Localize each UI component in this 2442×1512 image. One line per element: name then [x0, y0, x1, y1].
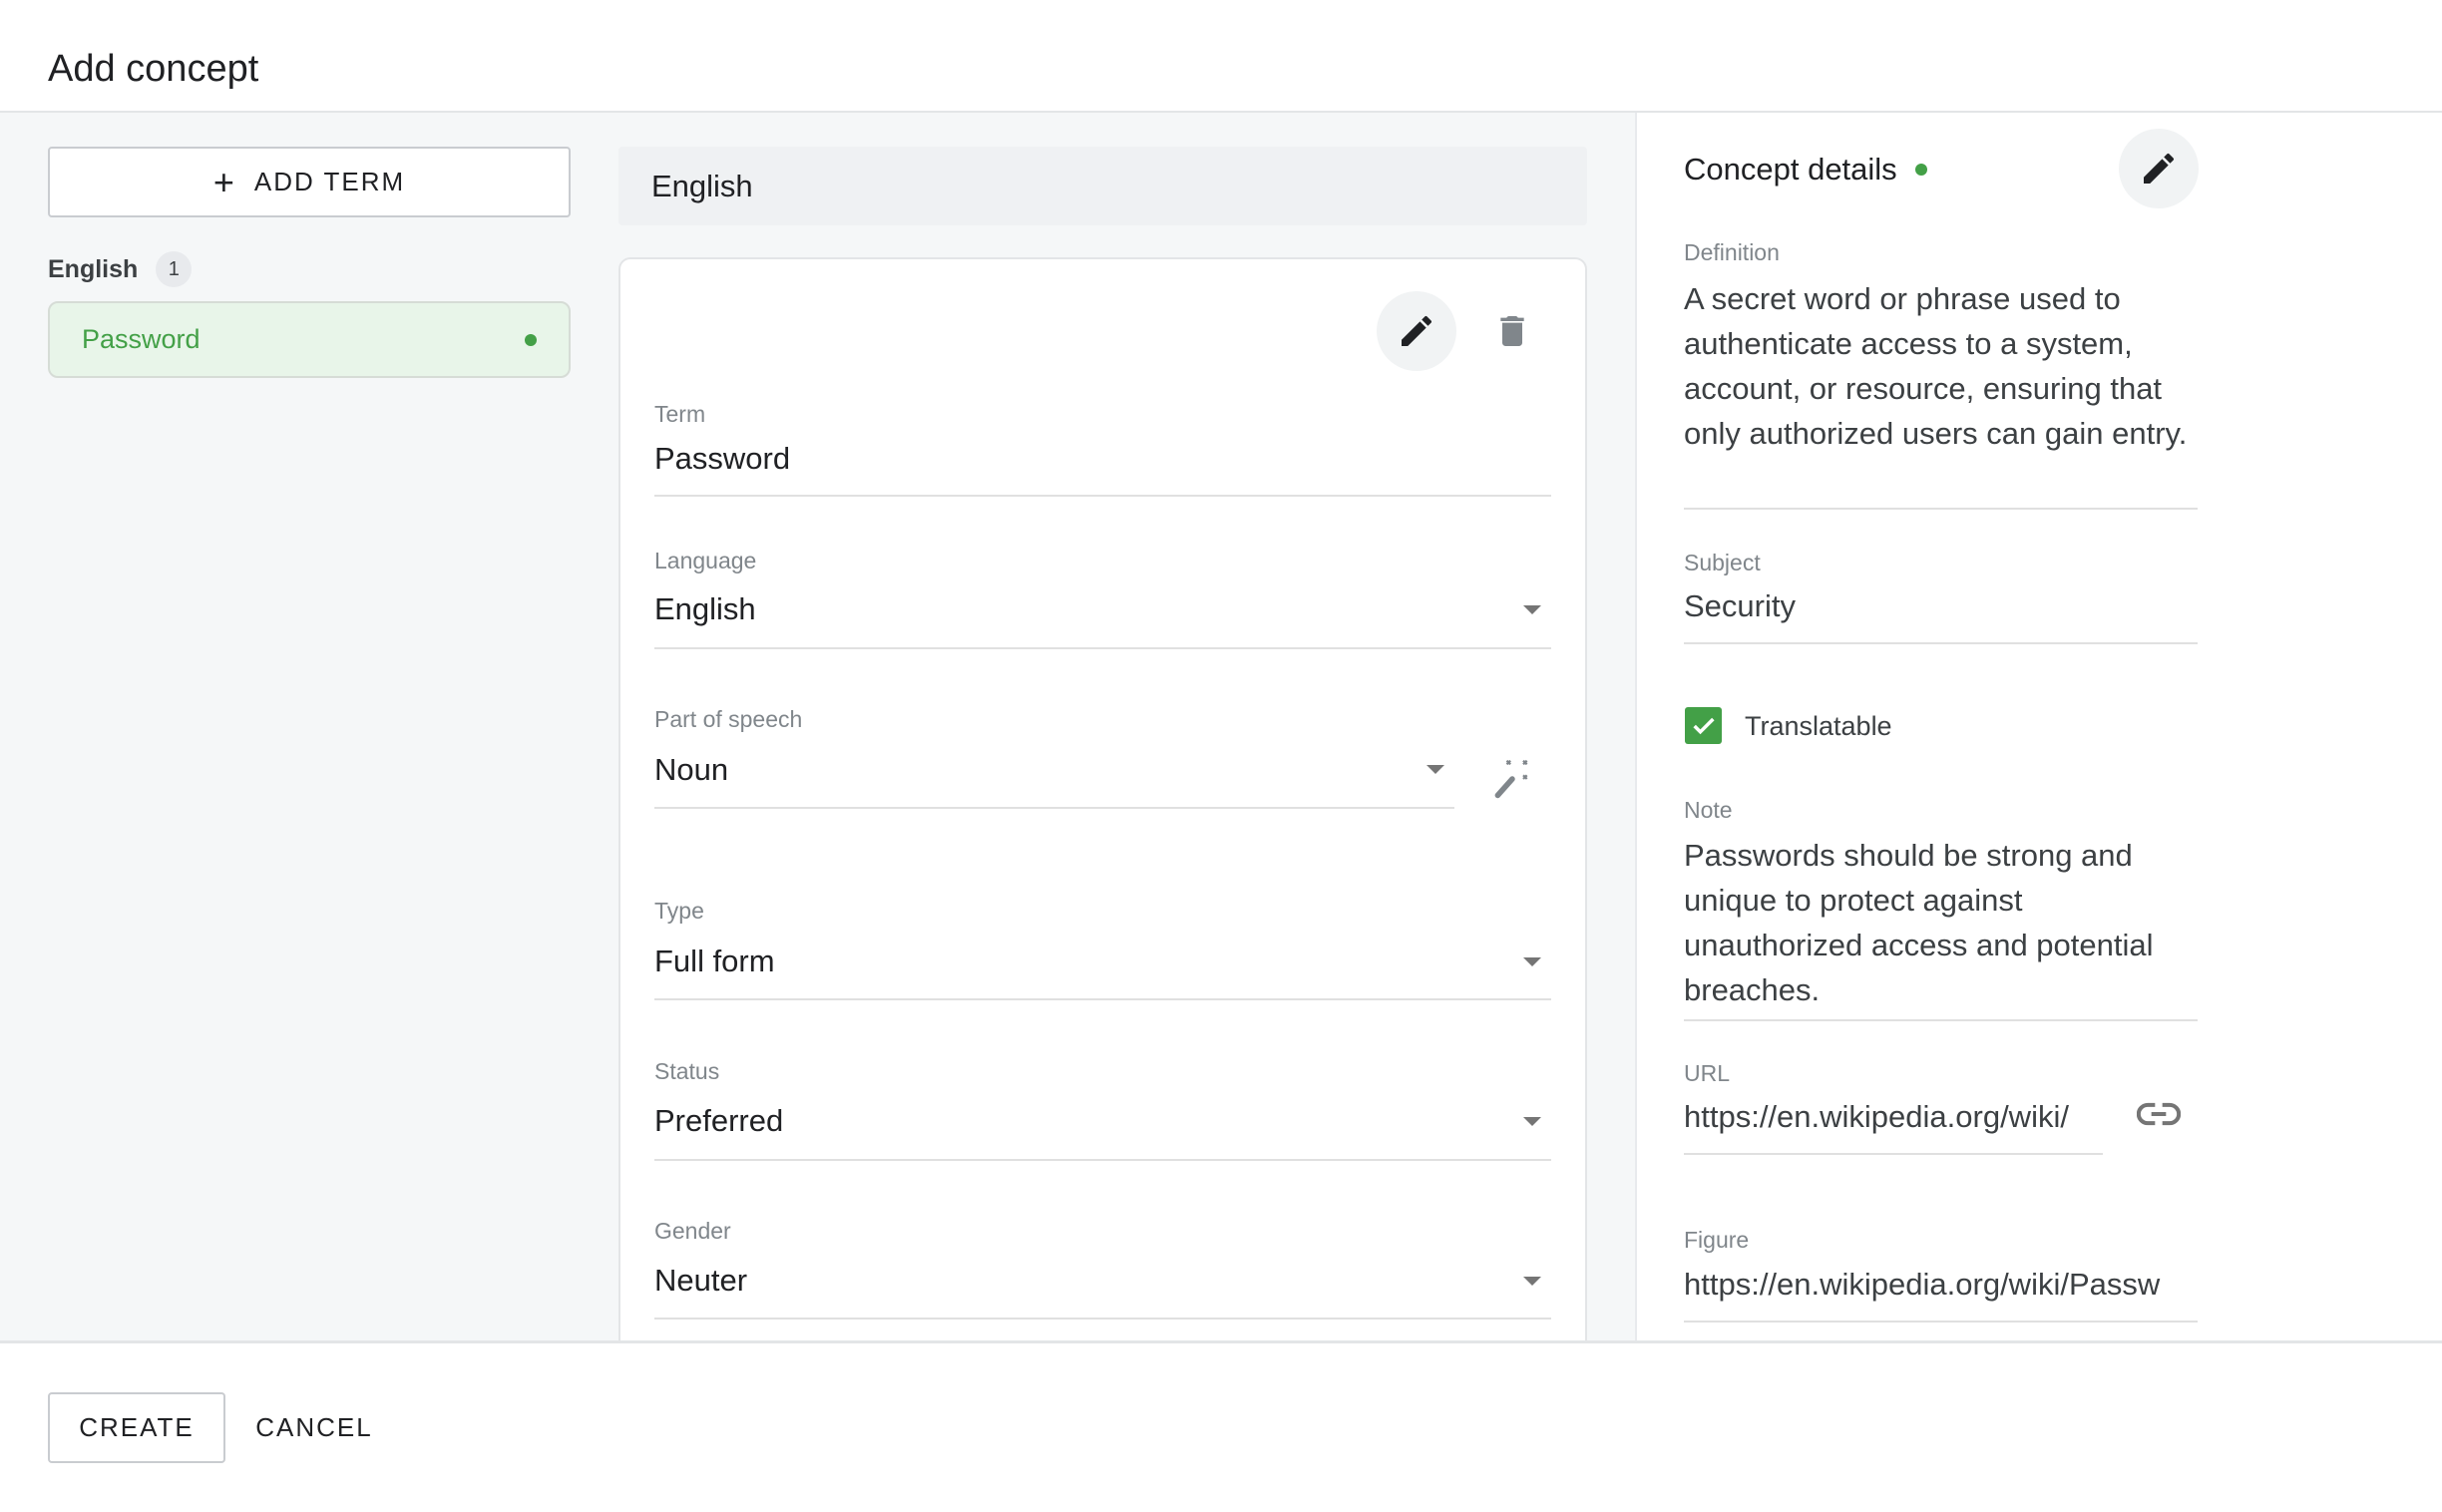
concept-details-title: Concept details [1684, 152, 1897, 187]
definition-label: Definition [1684, 239, 1780, 265]
term-list-item-password[interactable]: Password [48, 301, 571, 378]
magic-wand-icon [1494, 759, 1528, 799]
part-of-speech-label: Part of speech [654, 706, 803, 732]
gender-label: Gender [654, 1218, 731, 1244]
chevron-down-icon[interactable] [1523, 1277, 1541, 1286]
subject-label: Subject [1684, 550, 1761, 575]
definition-text: A secret word or phrase used to authenti… [1684, 281, 2188, 451]
note-text: Passwords should be strong and unique to… [1684, 838, 2154, 1007]
pencil-icon [2144, 153, 2175, 184]
term-count-badge: 1 [156, 251, 193, 287]
language-select[interactable]: English [654, 591, 756, 626]
type-label: Type [654, 898, 704, 924]
status-dot-icon [1914, 164, 1927, 176]
divider [654, 647, 1551, 649]
language-section-title: English [651, 168, 753, 203]
divider [1684, 642, 2198, 644]
term-input[interactable]: Password [654, 441, 791, 476]
gender-select[interactable]: Neuter [654, 1263, 748, 1298]
link-icon [2136, 1102, 2182, 1126]
divider [654, 1318, 1551, 1320]
chevron-down-icon[interactable] [1426, 765, 1444, 774]
edit-concept-button[interactable] [2119, 129, 2199, 208]
part-of-speech-select[interactable]: Noun [654, 752, 729, 787]
chevron-down-icon[interactable] [1523, 605, 1541, 614]
language-group-label: English [48, 254, 139, 283]
term-card [618, 257, 1587, 1354]
edit-term-button[interactable] [1377, 291, 1456, 371]
type-select[interactable]: Full form [654, 944, 775, 978]
figure-label: Figure [1684, 1227, 1750, 1253]
chevron-down-icon[interactable] [1523, 957, 1541, 966]
url-label: URL [1684, 1060, 1731, 1086]
divider [1684, 1321, 2198, 1323]
note-label: Note [1684, 797, 1733, 823]
term-label: Term [654, 401, 706, 427]
plus-icon: + [212, 161, 236, 202]
language-label: Language [654, 548, 757, 573]
divider [654, 495, 1551, 497]
concept-details-header: Concept details [1684, 152, 1927, 188]
status-label: Status [654, 1058, 720, 1084]
status-select[interactable]: Preferred [654, 1103, 784, 1138]
add-term-button[interactable]: + ADD TERM [48, 147, 571, 217]
language-section-header: English [618, 147, 1587, 225]
dialog-title: Add concept [48, 48, 259, 90]
auto-fill-button[interactable] [1490, 756, 1534, 807]
subject-value: Security [1684, 588, 1796, 623]
cancel-button[interactable]: CANCEL [255, 1412, 373, 1442]
language-group-english: English 1 [48, 251, 193, 287]
divider [1684, 508, 2198, 510]
term-list-item-label: Password [82, 324, 201, 354]
delete-term-button[interactable] [1492, 309, 1532, 358]
chevron-down-icon[interactable] [1523, 1117, 1541, 1126]
dialog-header: Add concept [0, 0, 2442, 113]
concept-details-pane [1635, 113, 2442, 1340]
divider [654, 998, 1551, 1000]
status-dot-icon [525, 333, 537, 346]
open-url-button[interactable] [2136, 1097, 2182, 1136]
add-term-label: ADD TERM [253, 167, 406, 196]
figure-value: https://en.wikipedia.org/wiki/Passw [1684, 1267, 2161, 1302]
pencil-icon [1402, 315, 1432, 346]
checkmark-icon [1692, 717, 1715, 734]
translatable-checkbox[interactable] [1685, 707, 1722, 744]
dialog-footer [0, 1340, 2442, 1512]
create-button[interactable]: CREATE [48, 1392, 225, 1463]
trash-icon [1500, 316, 1524, 346]
url-value: https://en.wikipedia.org/wiki/ [1684, 1099, 2069, 1134]
divider [1684, 1019, 2198, 1021]
divider [654, 807, 1454, 809]
translatable-label: Translatable [1745, 711, 1892, 741]
divider [1684, 1153, 2103, 1155]
divider [654, 1159, 1551, 1161]
